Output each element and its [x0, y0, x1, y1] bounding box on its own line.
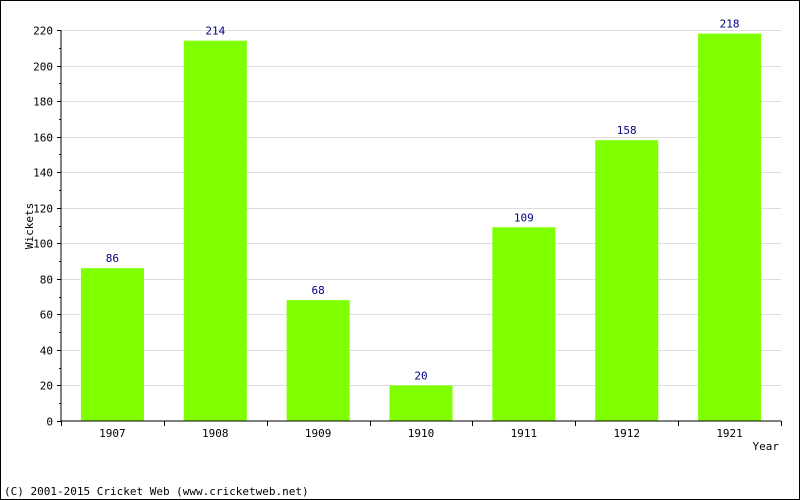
- y-tick-label: 40: [40, 345, 53, 358]
- bar-1912: [595, 140, 659, 421]
- y-tick-label: 0: [46, 416, 53, 429]
- axes: [60, 30, 781, 422]
- data-label-1907: 86: [106, 252, 119, 265]
- x-tick-label-1909: 1909: [305, 427, 332, 440]
- x-tick-label-1911: 1911: [511, 427, 538, 440]
- y-tick-label: 120: [33, 203, 53, 216]
- x-tick-label-1908: 1908: [202, 427, 229, 440]
- y-tick-label: 100: [33, 238, 53, 251]
- y-ticks: 0 20 40 60 80 100 120 140 160 180 200 220: [33, 25, 61, 429]
- data-label-1921: 218: [720, 18, 740, 31]
- data-label-1912: 158: [617, 124, 637, 137]
- data-label-1908: 214: [205, 25, 225, 38]
- data-labels: 86 214 68 20 109 158 218: [106, 18, 740, 383]
- bar-1907: [80, 268, 144, 421]
- grid-lines: [61, 30, 781, 386]
- y-tick-label: 140: [33, 167, 53, 180]
- x-tick-label-1910: 1910: [408, 427, 435, 440]
- bars: [80, 33, 762, 422]
- x-ticks: 1907 1908 1909 1910 1911 1912 1921: [61, 421, 782, 440]
- x-tick-label-1912: 1912: [613, 427, 640, 440]
- bar-1909: [286, 300, 350, 421]
- bar-1921: [698, 33, 762, 422]
- bar-1911: [492, 227, 556, 421]
- data-label-1911: 109: [514, 211, 534, 224]
- x-tick-label-1907: 1907: [99, 427, 126, 440]
- y-tick-label: 220: [33, 25, 53, 38]
- x-tick-label-1921: 1921: [716, 427, 743, 440]
- y-tick-label: 160: [33, 132, 53, 145]
- bar-1908: [183, 40, 247, 421]
- bar-1910: [389, 385, 453, 421]
- copyright-footer: (C) 2001-2015 Cricket Web (www.cricketwe…: [4, 485, 309, 498]
- y-tick-label: 180: [33, 96, 53, 109]
- x-axis-title: Year: [753, 440, 780, 453]
- data-label-1910: 20: [414, 369, 427, 382]
- data-label-1909: 68: [312, 284, 325, 297]
- y-axis-title: Wickets: [23, 203, 36, 249]
- y-tick-label: 60: [40, 309, 53, 322]
- y-tick-label: 80: [40, 274, 53, 287]
- y-tick-label: 20: [40, 380, 53, 393]
- y-tick-label: 200: [33, 61, 53, 74]
